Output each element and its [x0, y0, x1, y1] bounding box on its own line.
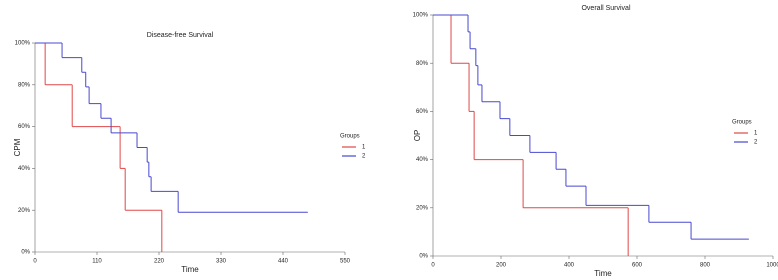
- x-tick-label: 800: [700, 263, 711, 269]
- x-axis-title: Time: [594, 269, 612, 278]
- x-tick-label: 550: [340, 259, 351, 265]
- x-tick-label: 220: [154, 259, 165, 265]
- x-tick-label: 0: [33, 259, 37, 265]
- legend-label: 1: [754, 131, 758, 137]
- x-tick-label: 110: [92, 259, 102, 265]
- x-tick-label: 200: [496, 263, 507, 269]
- y-tick-label: 0%: [419, 254, 428, 260]
- legend-label: 2: [362, 154, 366, 160]
- x-axis-title: Time: [181, 265, 199, 274]
- y-axis-title: OP: [413, 130, 422, 142]
- y-tick-label: 80%: [416, 61, 429, 67]
- x-tick-label: 330: [216, 259, 227, 265]
- x-tick-label: 440: [278, 259, 289, 265]
- y-tick-label: 100%: [413, 13, 429, 19]
- y-tick-label: 80%: [18, 82, 31, 88]
- y-tick-label: 100%: [15, 41, 31, 47]
- y-tick-label: 0%: [21, 250, 30, 256]
- y-axis-title: CPM: [13, 138, 22, 156]
- legend-label: 2: [754, 140, 758, 146]
- chart-title: Overall Survival: [581, 5, 630, 12]
- y-tick-label: 20%: [18, 208, 31, 214]
- y-tick-label: 40%: [18, 166, 31, 172]
- chart-title: Disease-free Survival: [147, 32, 214, 39]
- x-tick-label: 0: [431, 263, 435, 269]
- x-tick-label: 400: [564, 263, 575, 269]
- legend-label: 1: [362, 145, 366, 151]
- y-tick-label: 20%: [416, 205, 429, 211]
- y-tick-label: 60%: [18, 124, 31, 130]
- x-tick-label: 1000: [766, 263, 778, 269]
- legend-title: Groups: [340, 134, 360, 140]
- y-tick-label: 60%: [416, 109, 429, 115]
- legend-title: Groups: [732, 120, 752, 126]
- y-tick-label: 40%: [416, 157, 429, 163]
- x-tick-label: 600: [632, 263, 643, 269]
